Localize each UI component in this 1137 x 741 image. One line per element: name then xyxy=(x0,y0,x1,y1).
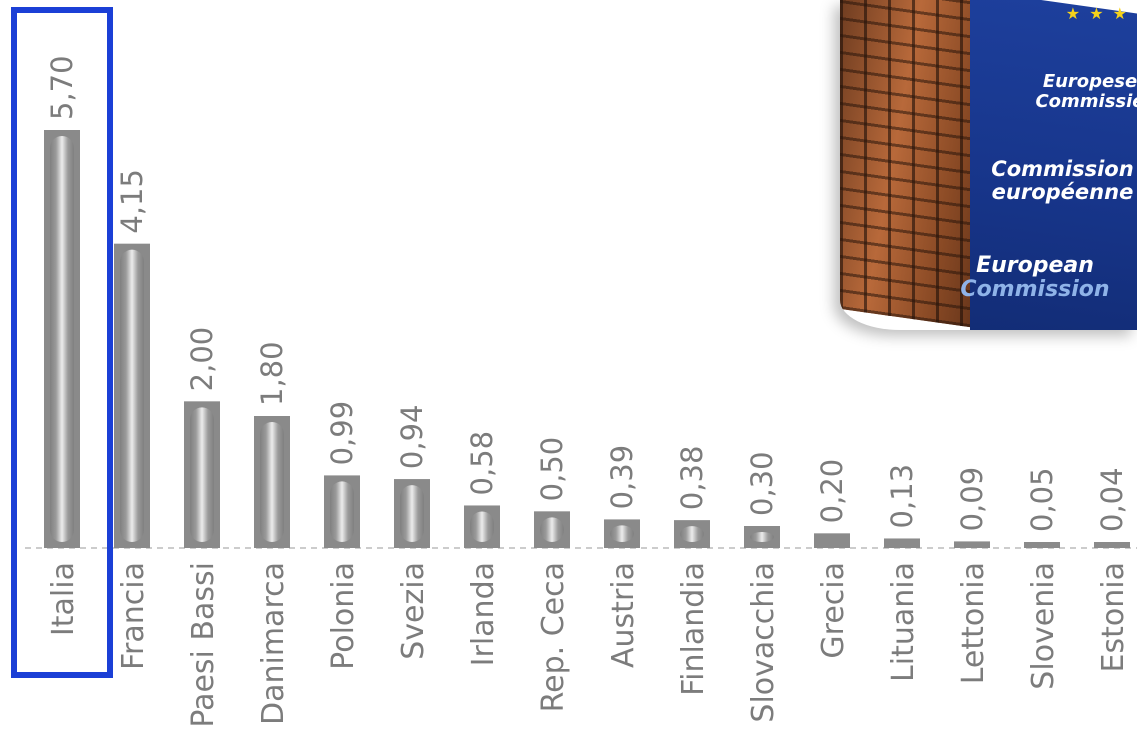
bar-estonia xyxy=(1094,542,1130,548)
value-label-austria: 0,39 xyxy=(605,445,639,510)
bar-gloss-svezia xyxy=(400,485,424,542)
bar-gloss-slovacchia xyxy=(750,532,774,542)
chart-value-labels: 5,70 4,15 2,00 1,80 0,99 0,94 0,58 0,50 0,39 0,38… xyxy=(45,55,1129,532)
bar-lettonia xyxy=(954,541,990,548)
value-label-polonia: 0,99 xyxy=(325,401,359,466)
value-label-italia: 5,70 xyxy=(45,55,79,120)
value-label-irlanda: 0,58 xyxy=(465,431,499,496)
category-label-lituania: Lituania xyxy=(886,562,921,682)
bar-gloss-polonia xyxy=(330,481,354,542)
value-label-finlandia: 0,38 xyxy=(675,446,709,511)
category-label-lettonia: Lettonia xyxy=(956,562,991,684)
chart-bars xyxy=(44,130,1130,548)
category-label-estonia: Estonia xyxy=(1096,562,1131,672)
value-label-lettonia: 0,09 xyxy=(955,467,989,532)
bar-gloss-italia xyxy=(50,136,74,542)
bar-gloss-paesi-bassi xyxy=(190,407,214,542)
bar-gloss-finlandia xyxy=(680,526,704,542)
value-label-slovacchia: 0,30 xyxy=(745,451,779,516)
value-label-francia: 4,15 xyxy=(115,169,149,234)
category-label-finlandia: Finlandia xyxy=(676,562,711,696)
category-label-paesi-bassi: Paesi Bassi xyxy=(186,562,221,728)
chart-category-labels: Italia Francia Paesi Bassi Danimarca Polonia… xyxy=(46,562,1131,728)
category-label-slovenia: Slovenia xyxy=(1026,562,1061,690)
category-label-rep-ceca: Rep. Ceca xyxy=(536,562,571,712)
value-label-estonia: 0,04 xyxy=(1095,467,1129,532)
category-label-francia: Francia xyxy=(116,562,151,670)
bar-gloss-danimarca xyxy=(260,422,284,542)
banner-text-french: Commission européenne xyxy=(991,157,1134,205)
bar-grecia xyxy=(814,533,850,548)
category-label-polonia: Polonia xyxy=(326,562,361,670)
value-label-rep-ceca: 0,50 xyxy=(535,437,569,502)
bar-gloss-francia xyxy=(120,249,144,542)
bar-lituania xyxy=(884,538,920,548)
category-label-slovacchia: Slovacchia xyxy=(746,562,781,723)
value-label-paesi-bassi: 2,00 xyxy=(185,327,219,392)
bar-gloss-irlanda xyxy=(470,511,494,542)
highlight-box xyxy=(11,7,113,678)
category-label-italia: Italia xyxy=(46,562,81,636)
banner-text-english: European Commission xyxy=(960,253,1110,303)
value-label-danimarca: 1,80 xyxy=(255,341,289,406)
category-label-austria: Austria xyxy=(606,562,641,668)
bar-gloss-rep-ceca xyxy=(540,517,564,542)
value-label-lituania: 0,13 xyxy=(885,464,919,529)
european-commission-photo: ★ ★ ★ Europese Commissie Commission euro… xyxy=(840,0,1137,330)
category-label-grecia: Grecia xyxy=(816,562,851,659)
value-label-slovenia: 0,05 xyxy=(1025,467,1059,532)
bar-slovenia xyxy=(1024,542,1060,548)
value-label-grecia: 0,20 xyxy=(815,459,849,524)
value-label-svezia: 0,94 xyxy=(395,404,429,469)
banner-text-dutch: Europese Commissie xyxy=(1035,71,1137,112)
bar-gloss-austria xyxy=(610,525,634,542)
category-label-irlanda: Irlanda xyxy=(466,562,501,666)
eu-stars-icon: ★ ★ ★ xyxy=(1065,4,1129,23)
category-label-svezia: Svezia xyxy=(396,562,431,660)
category-label-danimarca: Danimarca xyxy=(256,562,291,725)
